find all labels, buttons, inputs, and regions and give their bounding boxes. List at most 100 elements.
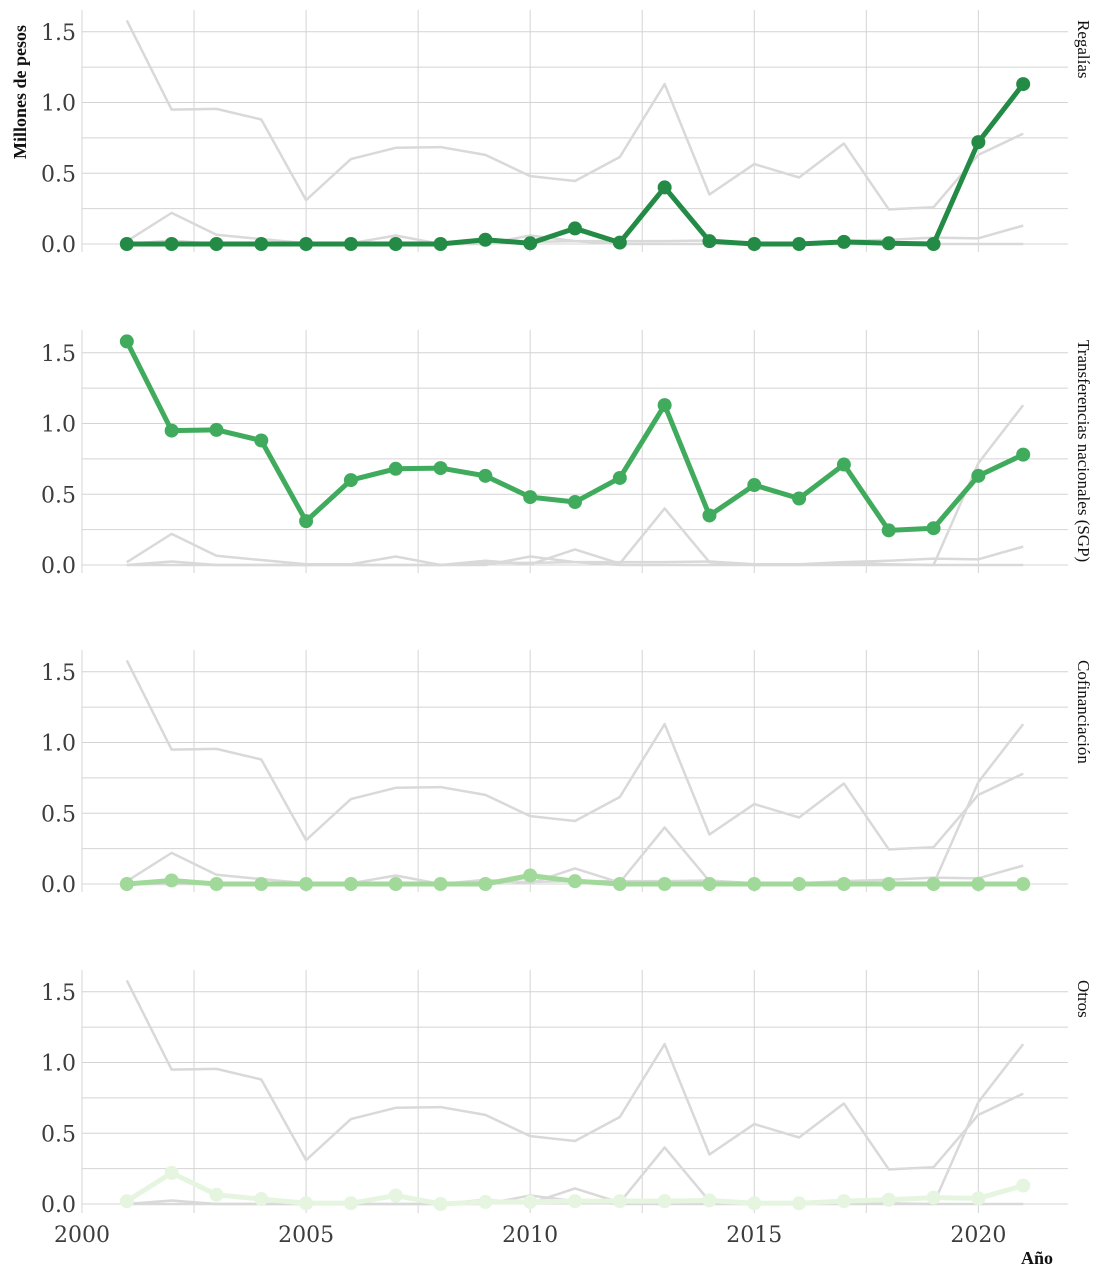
data-point xyxy=(792,1196,807,1211)
y-tick-label: 1.0 xyxy=(41,1052,76,1077)
data-point xyxy=(702,234,717,249)
background-series-line xyxy=(126,532,1024,567)
foreground-series xyxy=(119,77,1031,1211)
y-tick-label: 1.5 xyxy=(41,661,76,686)
background-series-line xyxy=(126,723,1025,886)
data-point xyxy=(433,1197,448,1211)
data-point xyxy=(119,1194,134,1209)
y-tick-label: 1.0 xyxy=(41,413,76,438)
data-point xyxy=(1016,447,1031,462)
data-point xyxy=(971,468,986,483)
data-point xyxy=(433,877,448,891)
data-point xyxy=(478,468,493,483)
data-point xyxy=(702,1193,717,1208)
y-tick-label: 0.0 xyxy=(41,233,76,258)
y-tick-label: 0.5 xyxy=(41,162,76,187)
data-point xyxy=(612,877,627,891)
data-point xyxy=(523,1194,538,1209)
y-tick-label: 1.5 xyxy=(41,981,76,1006)
data-point xyxy=(881,877,896,891)
data-point xyxy=(926,1190,941,1205)
data-point xyxy=(299,877,314,891)
data-point xyxy=(836,1194,851,1209)
data-point xyxy=(881,1192,896,1207)
data-point xyxy=(1016,1178,1031,1193)
data-point xyxy=(254,237,269,251)
data-point xyxy=(702,508,717,523)
series-line xyxy=(126,82,1026,247)
data-point xyxy=(971,135,986,150)
data-point xyxy=(523,236,538,251)
data-point xyxy=(836,877,851,891)
data-point xyxy=(792,491,807,506)
y-tick-label: 0.5 xyxy=(41,1122,76,1147)
data-point xyxy=(299,237,314,251)
data-point xyxy=(836,234,851,249)
data-point xyxy=(836,457,851,472)
data-point xyxy=(164,873,179,888)
panel-strip-label: Cofinanciación xyxy=(1074,660,1093,764)
data-point xyxy=(209,1187,224,1202)
data-point xyxy=(1016,877,1031,891)
data-point xyxy=(299,514,314,529)
y-tick-label: 0.5 xyxy=(41,483,76,508)
x-tick-label: 2020 xyxy=(950,1223,1006,1248)
data-point xyxy=(119,237,134,251)
panel-strip-label: Transferencias nacionales (SGP) xyxy=(1074,340,1093,562)
data-point xyxy=(568,874,582,889)
data-point xyxy=(747,478,762,493)
background-series xyxy=(125,19,1025,1206)
y-tick-label: 0.5 xyxy=(41,802,76,827)
data-point xyxy=(388,877,403,891)
data-point xyxy=(254,433,269,448)
data-point xyxy=(792,237,807,251)
data-point xyxy=(254,877,269,891)
axis-labels: 0.0 0.5 1.0 1.5 Regalías 0.0 0.5 1.0 1.5 Transfer… xyxy=(41,20,1093,1248)
data-point xyxy=(1016,77,1031,92)
y-axis-title: Millones de pesos xyxy=(10,25,30,159)
x-tick-label: 2015 xyxy=(726,1223,782,1248)
data-point xyxy=(343,877,358,891)
data-point xyxy=(119,334,134,349)
data-point xyxy=(926,877,941,891)
background-series-line xyxy=(125,19,1024,211)
x-axis-title: Año xyxy=(1021,1248,1053,1268)
background-series-line xyxy=(126,211,1024,246)
data-point xyxy=(657,180,672,195)
data-point xyxy=(926,237,941,251)
data-point xyxy=(971,1191,986,1206)
y-tick-label: 1.0 xyxy=(41,92,76,117)
data-point xyxy=(388,237,403,251)
data-point xyxy=(164,237,179,251)
data-point xyxy=(388,461,403,476)
data-point xyxy=(119,877,134,891)
y-tick-label: 1.0 xyxy=(41,732,76,757)
data-point xyxy=(568,495,582,510)
data-point xyxy=(343,237,358,251)
data-point xyxy=(568,221,582,236)
y-tick-label: 1.5 xyxy=(41,21,76,46)
panel-strip-label: Regalías xyxy=(1074,20,1093,79)
data-point xyxy=(971,877,986,891)
y-tick-label: 0.0 xyxy=(41,1193,76,1218)
data-point xyxy=(523,868,538,883)
data-point xyxy=(747,877,762,891)
data-point xyxy=(254,1192,269,1207)
data-point xyxy=(478,1194,493,1209)
data-point xyxy=(792,877,807,891)
data-point xyxy=(612,1194,627,1209)
background-series-line xyxy=(125,979,1024,1171)
data-point xyxy=(747,1196,762,1211)
data-point xyxy=(568,1194,582,1209)
data-point xyxy=(612,470,627,485)
data-point xyxy=(478,877,493,891)
data-point xyxy=(164,1165,179,1180)
data-point xyxy=(657,877,672,891)
data-point xyxy=(881,236,896,251)
data-point xyxy=(343,473,358,488)
data-point xyxy=(926,521,941,536)
data-point xyxy=(881,523,896,538)
x-tick-label: 2000 xyxy=(54,1223,110,1248)
x-tick-label: 2010 xyxy=(502,1223,558,1248)
